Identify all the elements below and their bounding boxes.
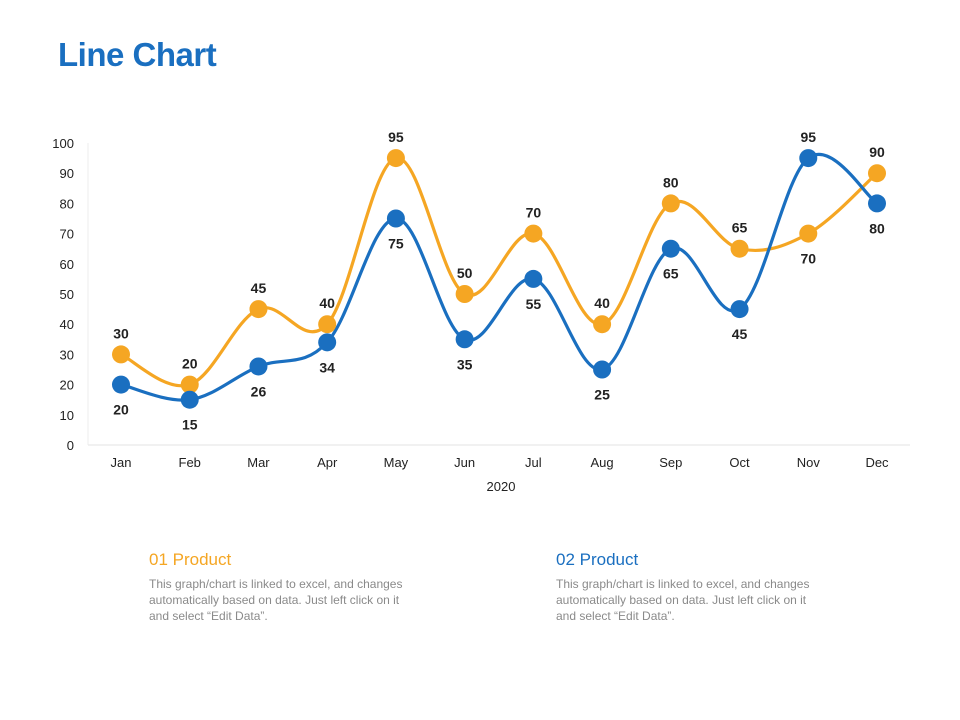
y-tick-label: 70 — [60, 227, 74, 242]
x-tick-label: Oct — [729, 455, 750, 470]
x-tick-label: Dec — [865, 455, 889, 470]
data-point — [386, 209, 405, 228]
data-label: 70 — [526, 205, 542, 221]
data-point — [455, 285, 474, 303]
data-label: 20 — [182, 356, 198, 372]
series-data-labels: 30 20 45 40 95 50 70 40 80 65 70 90 20 15 26 34 75 35 55 25… — [113, 129, 885, 433]
y-tick-label: 60 — [60, 257, 74, 272]
y-axis-ticks: 0 10 20 30 40 50 60 70 80 90 100 — [52, 136, 74, 453]
data-label: 25 — [594, 387, 610, 403]
data-point — [799, 224, 818, 243]
data-label: 30 — [113, 325, 129, 341]
data-label: 65 — [732, 220, 748, 236]
legend-product-1: 01 Product This graph/chart is linked to… — [149, 550, 419, 624]
data-point — [180, 375, 199, 394]
x-axis-ticks: Jan Feb Mar Apr May Jun Jul Aug Sep Oct Nov Dec — [111, 455, 890, 470]
legend-product-1-description: This graph/chart is linked to excel, and… — [149, 577, 403, 623]
data-label: 95 — [388, 129, 404, 145]
data-label: 70 — [800, 251, 816, 267]
series-lines — [120, 153, 879, 402]
y-tick-label: 40 — [60, 317, 74, 332]
data-label: 20 — [113, 402, 129, 418]
page-title: Line Chart — [58, 36, 217, 73]
data-point — [112, 345, 130, 364]
y-tick-label: 80 — [60, 196, 74, 211]
data-point — [180, 390, 199, 409]
x-tick-label: Nov — [797, 455, 821, 470]
data-label: 80 — [663, 174, 679, 190]
x-tick-label: Aug — [591, 455, 614, 470]
data-point — [524, 269, 543, 288]
data-point — [868, 194, 886, 213]
data-label: 40 — [319, 295, 335, 311]
data-point — [318, 333, 337, 352]
data-point — [524, 224, 543, 243]
data-point — [661, 194, 680, 213]
y-tick-label: 10 — [60, 408, 74, 423]
data-label: 45 — [732, 326, 748, 342]
data-label: 45 — [251, 280, 267, 296]
data-point — [593, 315, 612, 334]
y-tick-label: 30 — [60, 347, 74, 362]
data-point — [318, 315, 337, 334]
data-point — [386, 149, 405, 168]
series-line-2 — [120, 153, 879, 402]
data-point — [593, 360, 612, 379]
data-label: 65 — [663, 266, 679, 282]
data-point — [455, 330, 474, 349]
data-label: 55 — [526, 296, 542, 312]
y-tick-label: 20 — [60, 378, 74, 393]
data-label: 75 — [388, 236, 404, 252]
x-tick-label: Mar — [247, 455, 270, 470]
data-point — [868, 164, 886, 183]
x-axis-title: 2020 — [487, 479, 516, 494]
data-label: 50 — [457, 265, 473, 281]
legend-product-2: 02 Product This graph/chart is linked to… — [556, 550, 826, 624]
data-label: 90 — [869, 144, 885, 160]
x-tick-label: Apr — [317, 455, 338, 470]
data-label: 26 — [251, 383, 267, 399]
data-point — [112, 375, 130, 394]
data-label: 95 — [800, 129, 816, 145]
x-tick-label: Sep — [659, 455, 682, 470]
x-tick-label: May — [384, 455, 409, 470]
x-tick-label: Jan — [111, 455, 132, 470]
legend-product-1-title: 01 Product — [149, 550, 232, 569]
series-line-1 — [120, 156, 879, 388]
data-label: 34 — [319, 359, 335, 375]
data-label: 35 — [457, 356, 473, 372]
series-group: 30 20 45 40 95 50 70 40 80 65 70 90 20 15 26 34 75 35 55 25… — [112, 129, 886, 433]
data-label: 80 — [869, 220, 885, 236]
y-tick-label: 100 — [52, 136, 74, 151]
x-tick-label: Feb — [179, 455, 201, 470]
data-label: 40 — [594, 295, 610, 311]
x-tick-label: Jul — [525, 455, 542, 470]
line-chart: 0 10 20 30 40 50 60 70 80 90 100 Jan Feb Mar Apr May Ju… — [52, 129, 910, 494]
data-point — [249, 300, 268, 319]
data-label: 15 — [182, 417, 198, 433]
y-tick-label: 0 — [67, 438, 74, 453]
x-tick-label: Jun — [454, 455, 475, 470]
data-point — [730, 300, 749, 319]
series-markers — [112, 149, 886, 409]
data-point — [799, 149, 818, 168]
legend-product-2-description: This graph/chart is linked to excel, and… — [556, 577, 810, 623]
data-point — [249, 357, 268, 376]
data-point — [661, 239, 680, 258]
data-point — [730, 239, 749, 258]
y-tick-label: 90 — [60, 166, 74, 181]
y-tick-label: 50 — [60, 287, 74, 302]
legend-product-2-title: 02 Product — [556, 550, 639, 569]
